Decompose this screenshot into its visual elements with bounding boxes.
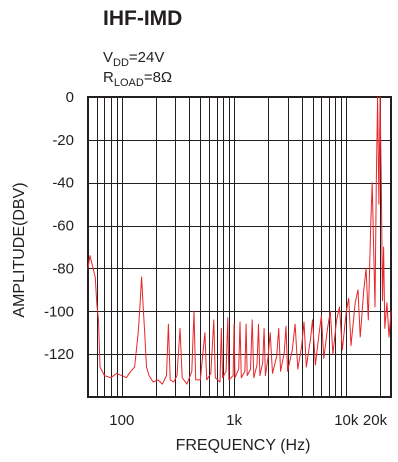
condition-vdd: VDD=24V <box>103 49 164 69</box>
x-tick-label: 100 <box>109 412 134 429</box>
y-tick-label: -40 <box>52 175 74 192</box>
y-tick-label: -100 <box>44 303 74 320</box>
y-tick-label: -60 <box>52 218 74 235</box>
series-line <box>87 96 392 385</box>
y-tick-label: -20 <box>52 132 74 149</box>
x-axis-label: FREQUENCY (Hz) <box>176 437 311 454</box>
chart-title: IHF-IMD <box>103 7 182 30</box>
y-tick-label: -120 <box>44 346 74 363</box>
y-axis-label: AMPLITUDE(DBV) <box>11 182 28 317</box>
condition-rload: RLOAD=8Ω <box>103 69 172 89</box>
plot-frame <box>87 96 392 398</box>
x-tick-label: 10k <box>334 412 359 429</box>
x-tick-label: 20k <box>363 412 388 429</box>
y-tick-label: 0 <box>66 89 74 106</box>
y-tick-label: -80 <box>52 260 74 277</box>
x-tick-label: 1k <box>226 412 242 429</box>
